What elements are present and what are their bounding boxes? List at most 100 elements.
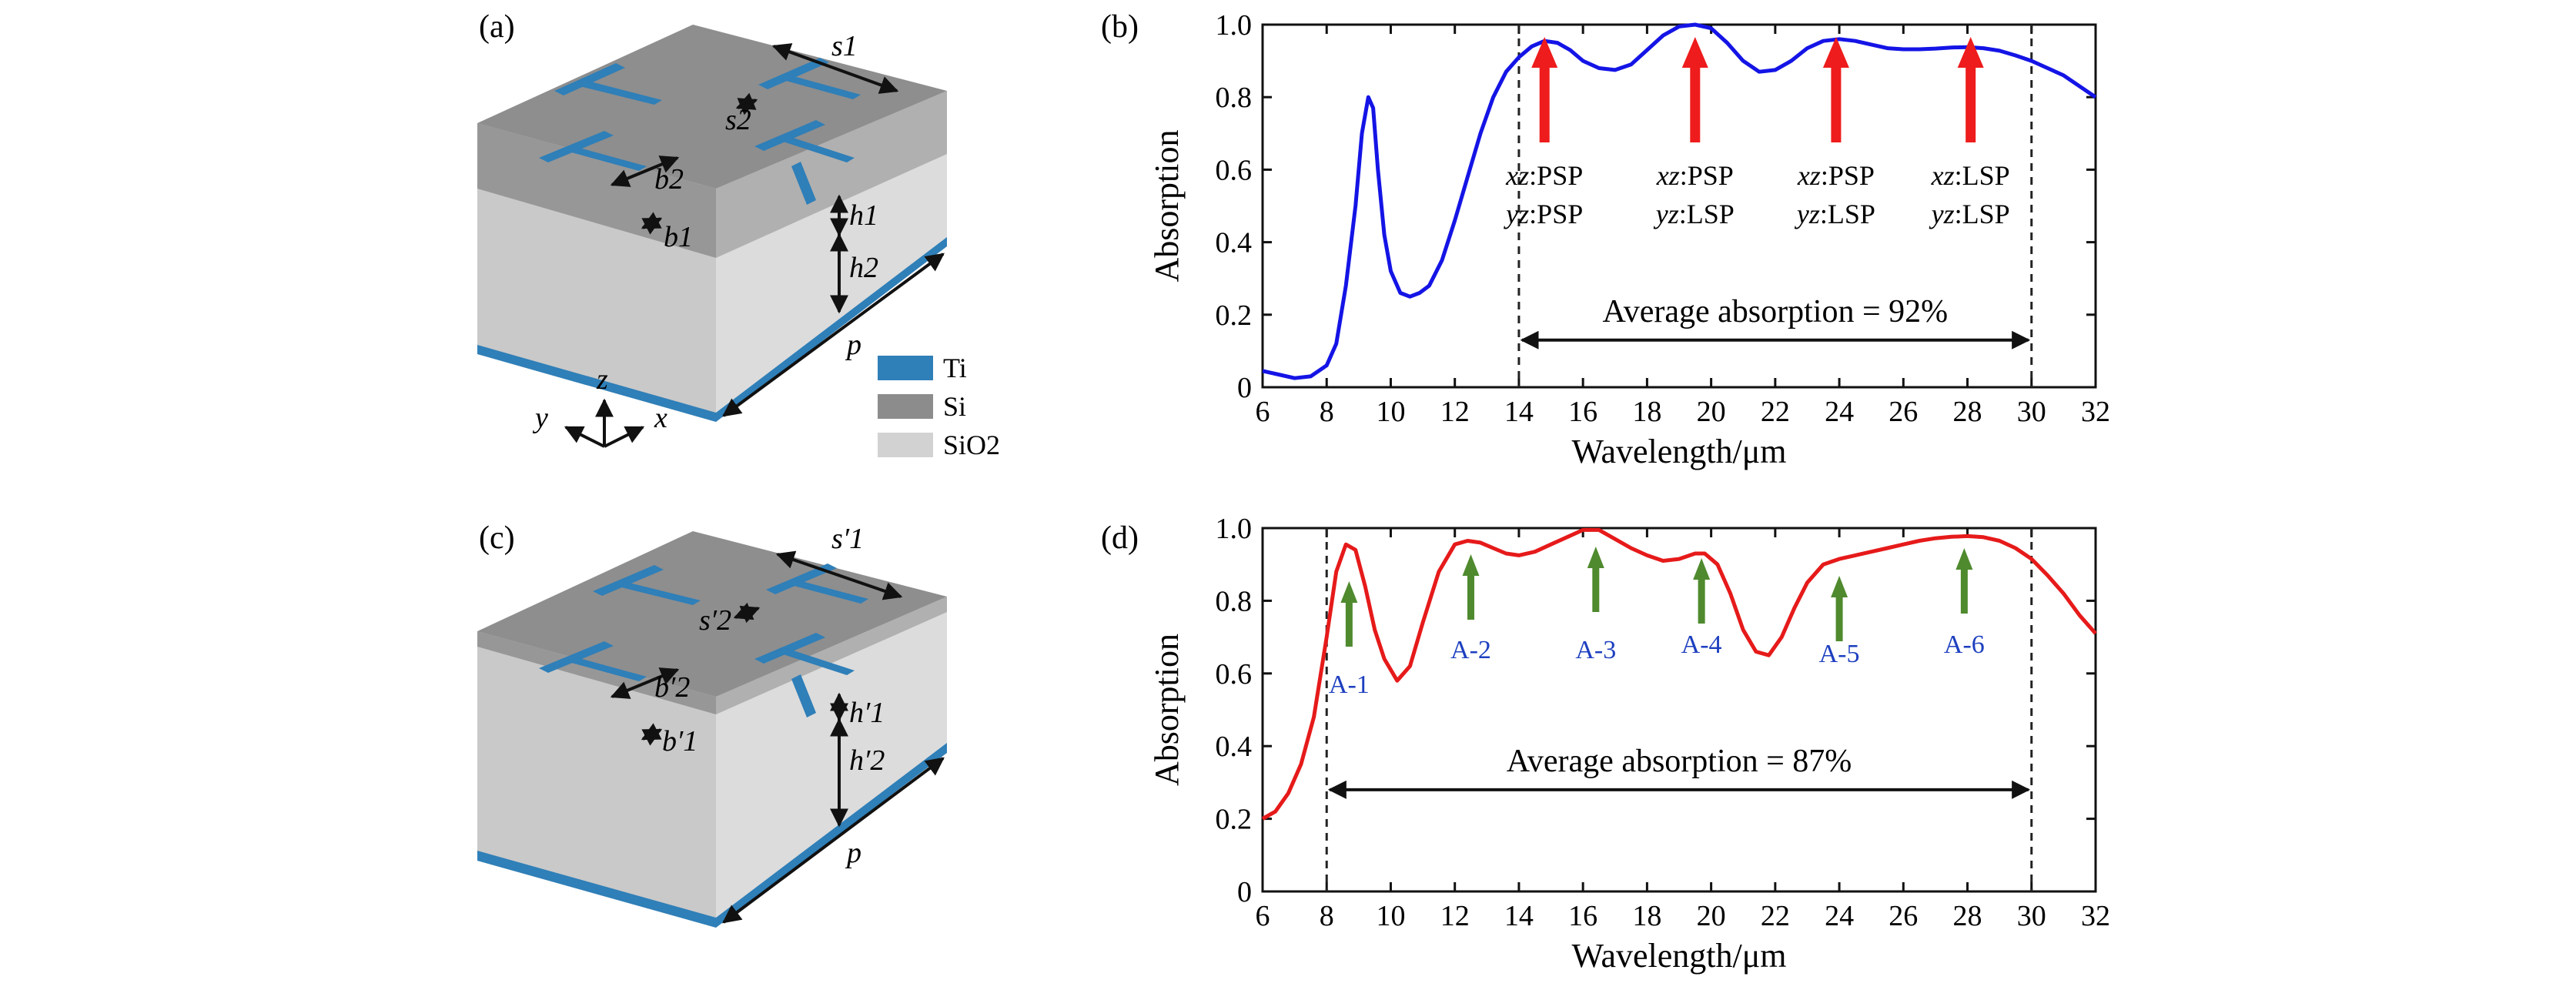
x-tick-label: 26: [1889, 900, 1918, 932]
mode-label: xz:PSP: [1797, 160, 1875, 191]
legend-swatch-ti: [878, 356, 933, 380]
y-tick-label: 0.8: [1216, 82, 1253, 114]
axis-y-label: y: [532, 402, 548, 434]
label-c-s1: s′1: [831, 523, 864, 555]
x-tick-label: 14: [1504, 900, 1534, 932]
label-a-h1: h1: [849, 199, 878, 232]
mode-label: xz:PSP: [1656, 160, 1734, 191]
legend-label-sio2: SiO2: [943, 430, 1000, 460]
mode-label: yz:LSP: [1795, 199, 1875, 229]
label-c-s2: s′2: [699, 604, 731, 637]
y-axis-title: Absorption: [1148, 130, 1186, 283]
resonance-label: A-4: [1681, 630, 1722, 659]
label-a-s2: s2: [725, 104, 751, 136]
label-c-h1: h′1: [849, 697, 885, 729]
chart-d: (d) 6 8 10 12 14 16 18 20 22 24 26 28 30 32 0 0.2 0.4 0.6…: [1101, 513, 2110, 975]
legend-swatch-si: [878, 394, 933, 419]
mode-arrow-green: [1955, 548, 1973, 614]
absorption-curve: [1262, 22, 2097, 380]
y-tick-label: 0.2: [1216, 804, 1253, 836]
mode-arrow: [1822, 37, 1849, 142]
dim-a-s1: [771, 43, 899, 94]
label-c-h2: h′2: [849, 744, 885, 777]
y-tick-label: 0.6: [1216, 658, 1253, 691]
resonance-label: A-1: [1329, 671, 1370, 699]
panel-c-label: (c): [479, 520, 515, 556]
mode-label: xz:PSP: [1505, 160, 1583, 191]
block-a-ti-left: [477, 345, 716, 422]
x-tick-label: 24: [1825, 396, 1854, 428]
mode-arrow: [1681, 37, 1708, 142]
mode-arrow-green: [1831, 576, 1848, 641]
x-tick-label: 8: [1320, 396, 1334, 428]
plot-frame: [1261, 527, 2097, 893]
label-a-h2: h2: [849, 252, 878, 284]
coordinate-axes: z y x: [532, 363, 667, 448]
dim-a-b2: [610, 156, 680, 187]
x-tick-label: 16: [1568, 396, 1597, 428]
label-c-b2: b′2: [654, 671, 690, 704]
block-c-si-right-face: [716, 597, 947, 714]
x-tick-label: 20: [1697, 396, 1726, 428]
x-tick-label: 14: [1504, 396, 1534, 428]
dim-a-p: [722, 253, 945, 417]
block-c-sio2-left-face: [477, 631, 716, 928]
resonance-label: A-3: [1575, 636, 1616, 664]
mode-arrow: [1531, 37, 1558, 142]
x-tick-label: 16: [1568, 900, 1597, 932]
x-tick-label: 24: [1825, 900, 1854, 932]
x-tick-label: 22: [1761, 900, 1790, 932]
legend-label-si: Si: [943, 391, 966, 422]
x-tick-label: 30: [2017, 396, 2046, 428]
panel-c: (c) s′1 s′2 b′2 b′1 h′1 h′2: [477, 520, 947, 928]
y-tick-label: 0: [1237, 876, 1252, 908]
x-tick-label: 10: [1376, 396, 1405, 428]
legend-swatch-sio2: [878, 433, 933, 457]
label-a-s1: s1: [831, 30, 858, 62]
y-tick-label: 1.0: [1216, 9, 1253, 42]
average-absorption-label: Average absorption = 92%: [1603, 294, 1949, 329]
dim-c-b2: [610, 667, 680, 699]
mode-arrow-green: [1340, 581, 1358, 647]
x-tick-label: 6: [1256, 396, 1270, 428]
resonance-label: A-6: [1944, 630, 1985, 659]
x-tick-label: 22: [1761, 396, 1790, 428]
panel-a: (a) s1 s2 b2 b1: [477, 9, 947, 448]
x-axis-title: Wavelength/μm: [1571, 937, 1786, 975]
dim-c-p: [722, 757, 945, 924]
mode-arrow-green: [1587, 547, 1604, 612]
y-tick-label: 0.4: [1216, 731, 1253, 763]
x-tick-label: 18: [1632, 396, 1661, 428]
resonance-label: A-5: [1819, 640, 1860, 668]
x-tick-label: 30: [2017, 900, 2046, 932]
y-tick-label: 0.2: [1216, 299, 1253, 332]
y-tick-label: 0.4: [1216, 227, 1253, 259]
y-tick-label: 0.8: [1216, 585, 1253, 617]
mode-label: xz:LSP: [1931, 160, 2010, 191]
x-tick-label: 28: [1953, 396, 1982, 428]
mode-arrow-green: [1693, 558, 1711, 624]
chart-b: (b) 6 8 10 12 14 16 18 20 22 24 26 28 30 32 0 0.2 0.4 0.6…: [1101, 9, 2110, 470]
x-tick-label: 32: [2081, 900, 2110, 932]
label-a-b1: b1: [664, 221, 693, 253]
mode-label: yz:LSP: [1929, 199, 2010, 229]
x-tick-label: 6: [1256, 900, 1270, 932]
mode-arrow: [1957, 37, 1984, 142]
mode-arrow-green: [1462, 554, 1480, 620]
absorption-curve: [1261, 527, 2097, 821]
y-axis-title: Absorption: [1148, 634, 1186, 786]
dim-a-s2: [735, 92, 758, 115]
x-axis-title: Wavelength/μm: [1571, 433, 1786, 470]
label-c-b1: b′1: [662, 725, 698, 758]
y-tick-label: 1.0: [1216, 513, 1253, 545]
y-tick-label: 0: [1237, 372, 1252, 404]
label-a-p: p: [845, 329, 861, 361]
panel-a-label: (a): [479, 9, 515, 45]
block-a-si-right-face: [716, 91, 947, 258]
panel-b-label: (b): [1101, 9, 1139, 45]
mode-label: yz:PSP: [1504, 199, 1583, 229]
material-legend: Ti Si SiO2: [878, 353, 1000, 460]
mode-label: yz:LSP: [1654, 199, 1735, 229]
dim-c-b1: [641, 723, 663, 746]
